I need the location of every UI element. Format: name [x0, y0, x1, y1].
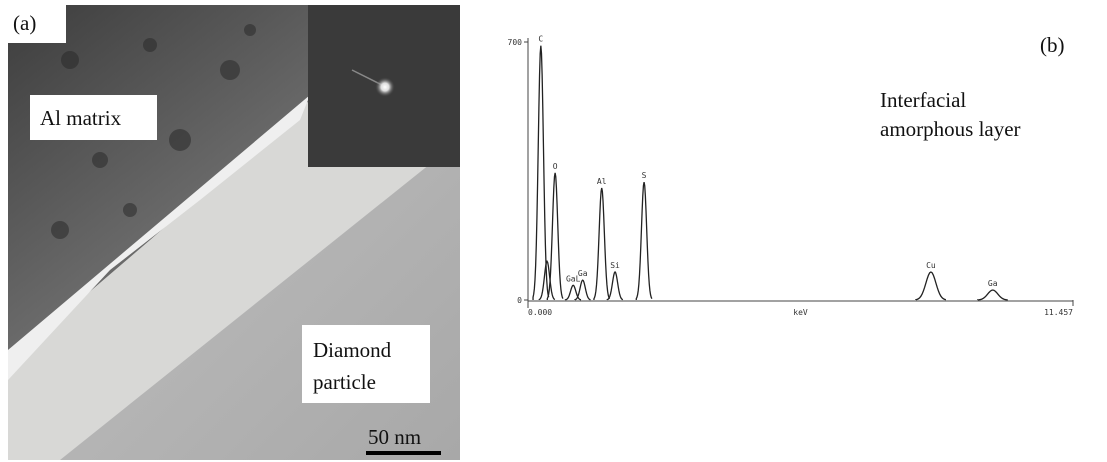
- peak-label: Cu: [926, 261, 936, 270]
- y-tick-label: 700: [508, 38, 523, 47]
- x-tick-label: 0.000: [528, 308, 552, 317]
- x-tick-label: 11.457: [1044, 308, 1073, 317]
- peak-label: O: [553, 162, 558, 171]
- peak: [636, 182, 652, 300]
- annotation: amorphous layer: [880, 117, 1021, 141]
- diffraction-spot: [375, 77, 395, 97]
- peak-label: C: [538, 35, 543, 44]
- panel-label: (a): [13, 11, 36, 35]
- figure: (a) Al matrix Diamond particle 50 nm (b)…: [0, 0, 1107, 462]
- peak-label: Ga: [578, 269, 588, 278]
- peak: [916, 272, 946, 300]
- peak: [607, 272, 623, 300]
- peak-label: Ga: [988, 279, 998, 288]
- scale-bar: [366, 451, 441, 455]
- peak-label: Al: [597, 177, 607, 186]
- annotation: Interfacial: [880, 88, 966, 112]
- peak: [547, 173, 563, 300]
- particle-label: particle: [313, 370, 376, 394]
- matrix-label: Al matrix: [40, 106, 122, 130]
- peak: [594, 188, 610, 300]
- y-tick-label: 0: [517, 296, 522, 305]
- panel-label: (b): [1040, 33, 1065, 57]
- scale-bar-label: 50 nm: [368, 425, 421, 449]
- x-axis-label: keV: [793, 308, 808, 317]
- tem-image: (a) Al matrix Diamond particle 50 nm: [8, 5, 460, 460]
- peak-label: S: [642, 171, 647, 180]
- particle-label: Diamond: [313, 338, 392, 362]
- peak-label: Si: [610, 261, 620, 270]
- peak: [978, 290, 1008, 300]
